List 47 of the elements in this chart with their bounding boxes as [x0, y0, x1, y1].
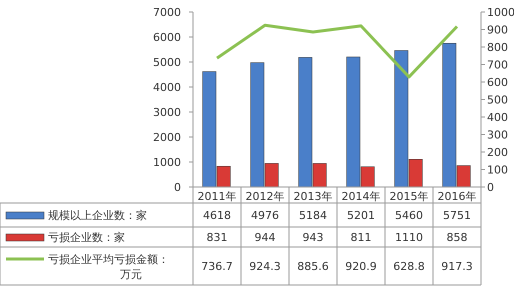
y2-tick-label: 900: [487, 24, 508, 36]
y2-tick-label: 200: [487, 146, 508, 159]
data-label: 924.3: [249, 260, 281, 273]
data-label: 944: [254, 231, 276, 244]
y2-tick-label: 300: [487, 128, 508, 142]
x-tick-label: 2012年: [246, 190, 284, 203]
data-label: 4618: [203, 209, 231, 222]
y2-tick-label: 600: [487, 76, 508, 89]
y2-tick-label: 1000: [487, 6, 514, 19]
data-label: 5751: [443, 209, 471, 222]
data-label: 917.3: [441, 260, 473, 273]
legend-label: 亏损企业平均亏损金额：万元: [48, 253, 169, 281]
y-tick-label: 0: [174, 181, 181, 194]
y-tick-label: 4000: [153, 81, 181, 94]
data-label: 885.6: [297, 260, 329, 273]
data-label: 811: [350, 231, 372, 244]
data-label: 5460: [395, 209, 423, 222]
y-tick-label: 6000: [153, 31, 181, 44]
data-label: 1110: [395, 231, 423, 244]
y2-tick-label: 0: [487, 181, 494, 194]
x-tick-label: 2015年: [390, 190, 428, 203]
data-label: 4976: [251, 209, 279, 222]
y2-tick-label: 400: [487, 111, 508, 124]
y-tick-label: 5000: [153, 56, 181, 69]
x-tick-label: 2014年: [342, 190, 380, 203]
x-tick-label: 2013年: [294, 190, 332, 203]
data-label: 736.7: [201, 260, 233, 273]
data-label: 5201: [347, 209, 375, 222]
y-tick-label: 3000: [153, 106, 181, 119]
legend-label: 规模以上企业数：家: [48, 209, 147, 222]
x-tick-label: 2011年: [198, 190, 236, 203]
y2-tick-label: 700: [487, 58, 508, 72]
data-label: 858: [446, 231, 468, 244]
y-tick-label: 7000: [153, 6, 181, 19]
data-label: 5184: [299, 209, 327, 222]
y2-tick-label: 500: [487, 94, 508, 106]
y2-tick-label: 800: [487, 41, 508, 54]
x-tick-label: 2016年: [438, 190, 476, 203]
y-tick-label: 2000: [153, 131, 181, 144]
line-series: [216, 24, 458, 78]
legend-label: 亏损企业数：家: [48, 231, 125, 244]
data-label: 943: [302, 231, 324, 244]
data-label: 920.9: [345, 260, 377, 273]
data-label: 831: [206, 231, 228, 244]
data-label: 628.8: [393, 260, 425, 273]
y2-tick-label: 100: [487, 164, 508, 176]
y-tick-label: 1000: [153, 156, 181, 169]
